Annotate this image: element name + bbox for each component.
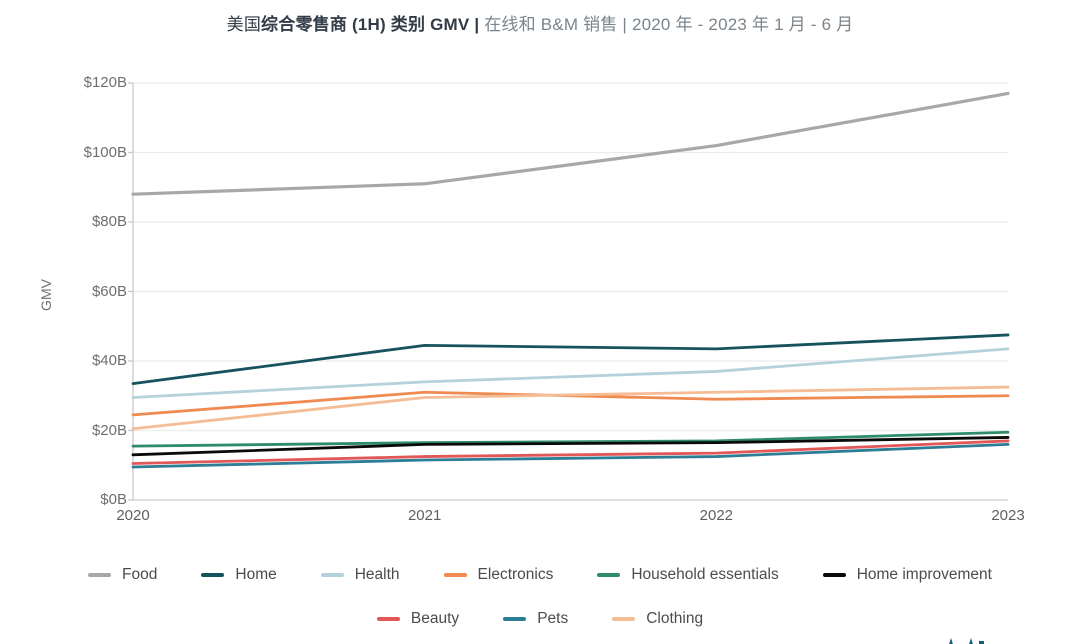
legend-item-home[interactable]: Home xyxy=(201,566,277,584)
y-tick-label: $0B xyxy=(100,491,127,508)
series-line-health xyxy=(131,347,1010,399)
legend-row-2: Beauty Pets Clothing xyxy=(0,610,1080,628)
legend-row-1: Food Home Health Electronics Household essen… xyxy=(0,566,1080,584)
logo-partial xyxy=(941,635,1001,644)
legend-swatch-icon xyxy=(822,573,846,577)
legend-swatch-icon xyxy=(443,573,467,577)
legend-item-beauty[interactable]: Beauty xyxy=(376,610,460,628)
title-subtitle: 在线和 B&M 销售 | 2020 年 - 2023 年 1 月 - 6 月 xyxy=(484,15,854,34)
legend-label: Clothing xyxy=(646,610,704,627)
x-tick-label: 2021 xyxy=(407,507,442,524)
y-tick-label: $20B xyxy=(91,421,127,439)
title-prefix: 美国 xyxy=(226,15,262,34)
legend-item-health[interactable]: Health xyxy=(320,566,400,584)
legend-label: Health xyxy=(354,566,400,583)
logo-partial-icon xyxy=(949,638,984,644)
legend-label: Electronics xyxy=(477,566,554,583)
y-tick-label: $100B xyxy=(83,143,127,161)
series-line-home-improvement xyxy=(131,436,1010,457)
legend-swatch-icon xyxy=(320,573,344,577)
legend-label: Home improvement xyxy=(856,566,992,583)
legend-swatch-icon xyxy=(376,617,400,621)
legend-item-pets[interactable]: Pets xyxy=(503,610,568,628)
x-tick-label: 2020 xyxy=(116,507,150,524)
series-line-clothing xyxy=(131,385,1010,431)
series-line-food xyxy=(131,91,1010,196)
legend-label: Home xyxy=(235,566,277,583)
gmv-line-chart xyxy=(128,82,1010,501)
legend-swatch-icon xyxy=(88,573,112,577)
title-separator: | xyxy=(469,15,485,34)
series-line-pets xyxy=(131,442,1010,469)
legend-item-electronics[interactable]: Electronics xyxy=(443,566,554,584)
legend-label: Beauty xyxy=(410,610,460,627)
series-line-household-essentials xyxy=(131,430,1010,448)
legend-item-home-improvement[interactable]: Home improvement xyxy=(822,566,992,584)
series-line-home xyxy=(131,333,1010,385)
legend-swatch-icon xyxy=(612,617,636,621)
y-tick-label: $80B xyxy=(91,213,127,230)
legend-item-food[interactable]: Food xyxy=(88,566,157,584)
series-line-beauty xyxy=(131,439,1010,465)
legend-item-clothing[interactable]: Clothing xyxy=(612,610,703,628)
legend-swatch-icon xyxy=(201,573,225,577)
y-tick-label: $120B xyxy=(83,74,127,91)
legend-swatch-icon xyxy=(597,573,621,577)
x-tick-label: 2023 xyxy=(991,507,1025,524)
legend-label: Household essentials xyxy=(631,566,779,583)
x-tick-label: 2022 xyxy=(699,507,734,524)
chart-title: 美国综合零售商 (1H) 类别 GMV | 在线和 B&M 销售 | 2020 … xyxy=(0,10,1080,35)
legend-swatch-icon xyxy=(503,617,527,621)
y-tick-label: $60B xyxy=(91,282,127,300)
legend-item-household-essentials[interactable]: Household essentials xyxy=(597,566,779,584)
legend-label: Food xyxy=(122,566,158,583)
legend-label: Pets xyxy=(537,610,569,627)
y-tick-label: $40B xyxy=(91,352,127,369)
title-emphasis: 综合零售商 (1H) 类别 GMV xyxy=(261,15,470,34)
